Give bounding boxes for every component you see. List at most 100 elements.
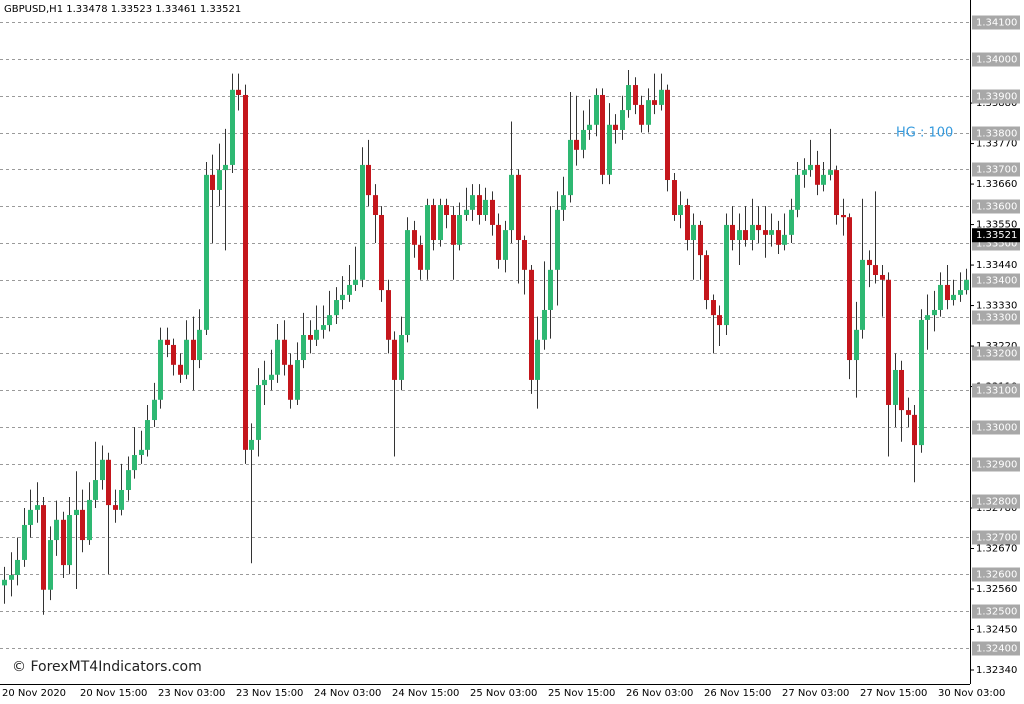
- candle-body: [132, 455, 137, 471]
- last-price-label: 1.33521: [976, 230, 1017, 241]
- candle-body: [516, 174, 521, 241]
- level-box: [972, 457, 1020, 472]
- candle-body: [535, 339, 540, 380]
- candle-body: [457, 214, 462, 245]
- x-tick-label: 25 Nov 15:00: [548, 688, 615, 699]
- level-label: 1.32900: [976, 460, 1017, 471]
- level-box: [972, 15, 1020, 30]
- candle-body: [119, 489, 124, 510]
- candle-body: [951, 294, 956, 301]
- candle-body: [54, 519, 59, 541]
- x-tick-label: 20 Nov 2020: [2, 688, 66, 699]
- candle-body: [470, 195, 475, 210]
- candle-body: [711, 300, 716, 316]
- candle-body: [243, 94, 248, 450]
- candle-body: [906, 410, 911, 415]
- candle-body: [262, 379, 267, 386]
- candle-body: [288, 364, 293, 400]
- candle-body: [802, 170, 807, 175]
- candle-body: [100, 459, 105, 481]
- candle-body: [503, 230, 508, 260]
- candle-body: [210, 174, 215, 190]
- level-label: 1.32600: [976, 570, 1017, 581]
- candle-body: [282, 339, 287, 365]
- level-box: [972, 567, 1020, 582]
- candle-body: [178, 364, 183, 375]
- x-tick-label: 24 Nov 03:00: [314, 688, 381, 699]
- candle-body: [730, 224, 735, 241]
- candle-body: [405, 230, 410, 336]
- candle-body: [321, 325, 326, 330]
- candle-body: [87, 499, 92, 541]
- x-tick-label: 27 Nov 03:00: [782, 688, 849, 699]
- x-tick-label: 23 Nov 03:00: [158, 688, 225, 699]
- candle-body: [204, 174, 209, 330]
- candle-body: [256, 385, 261, 440]
- candle-body: [191, 339, 196, 361]
- level-box: [972, 126, 1020, 141]
- candle-body: [847, 217, 852, 361]
- candle-body: [509, 174, 514, 231]
- candle-body: [659, 89, 664, 105]
- candle-body: [490, 199, 495, 225]
- y-tick-label: 1.33770: [976, 139, 1017, 150]
- candle-body: [828, 170, 833, 175]
- y-tick-label: 1.32560: [976, 584, 1017, 595]
- level-label: 1.33900: [976, 92, 1017, 103]
- candle-body: [698, 224, 703, 256]
- candle-body: [165, 339, 170, 345]
- candle-body: [750, 224, 755, 241]
- candle-body: [392, 339, 397, 380]
- candle-body: [938, 284, 943, 310]
- candle-body: [184, 339, 189, 375]
- candle-body: [548, 269, 553, 310]
- candle-body: [314, 329, 319, 340]
- candle-body: [2, 579, 7, 586]
- y-tick-label: 1.33660: [976, 179, 1017, 190]
- level-label: 1.33600: [976, 202, 1017, 213]
- level-label: 1.32700: [976, 533, 1017, 544]
- candle-body: [399, 335, 404, 380]
- candle-body: [145, 420, 150, 450]
- candle-body: [15, 559, 20, 576]
- candle-body: [958, 290, 963, 295]
- candle-body: [379, 214, 384, 291]
- level-label: 1.33400: [976, 276, 1017, 287]
- candle-body: [880, 274, 885, 280]
- level-label: 1.34000: [976, 55, 1017, 66]
- candle-body: [724, 224, 729, 326]
- y-tick-label: 1.33550: [976, 220, 1017, 231]
- candle-body: [366, 164, 371, 196]
- level-label: 1.33000: [976, 423, 1017, 434]
- candle-body: [301, 335, 306, 361]
- x-tick-label: 26 Nov 15:00: [704, 688, 771, 699]
- candle-body: [9, 575, 14, 580]
- candle-body: [496, 224, 501, 260]
- candle-body: [61, 519, 66, 566]
- candle-body: [444, 205, 449, 215]
- candle-body: [158, 339, 163, 400]
- candle-body: [613, 124, 618, 130]
- level-label: 1.33300: [976, 313, 1017, 324]
- x-tick-label: 23 Nov 15:00: [236, 688, 303, 699]
- candle-body: [80, 509, 85, 541]
- candle-body: [197, 329, 202, 361]
- level-label: 1.32400: [976, 644, 1017, 655]
- x-tick-label: 24 Nov 15:00: [392, 688, 459, 699]
- candle-body: [756, 224, 761, 231]
- candle-body: [171, 344, 176, 365]
- candle-body: [685, 205, 690, 241]
- candle-body: [438, 205, 443, 241]
- annotation: HG : 100: [896, 126, 953, 141]
- chart-title: GBPUSD,H1 1.33478 1.33523 1.33461 1.3352…: [4, 4, 241, 15]
- candle-body: [22, 524, 27, 560]
- candle-body: [717, 315, 722, 326]
- y-tick-label: 1.33330: [976, 301, 1017, 312]
- level-box: [972, 641, 1020, 656]
- candle-body: [594, 94, 599, 125]
- candle-body: [334, 300, 339, 316]
- candle-body: [67, 515, 72, 566]
- candle-body: [236, 89, 241, 95]
- candle-body: [48, 540, 53, 590]
